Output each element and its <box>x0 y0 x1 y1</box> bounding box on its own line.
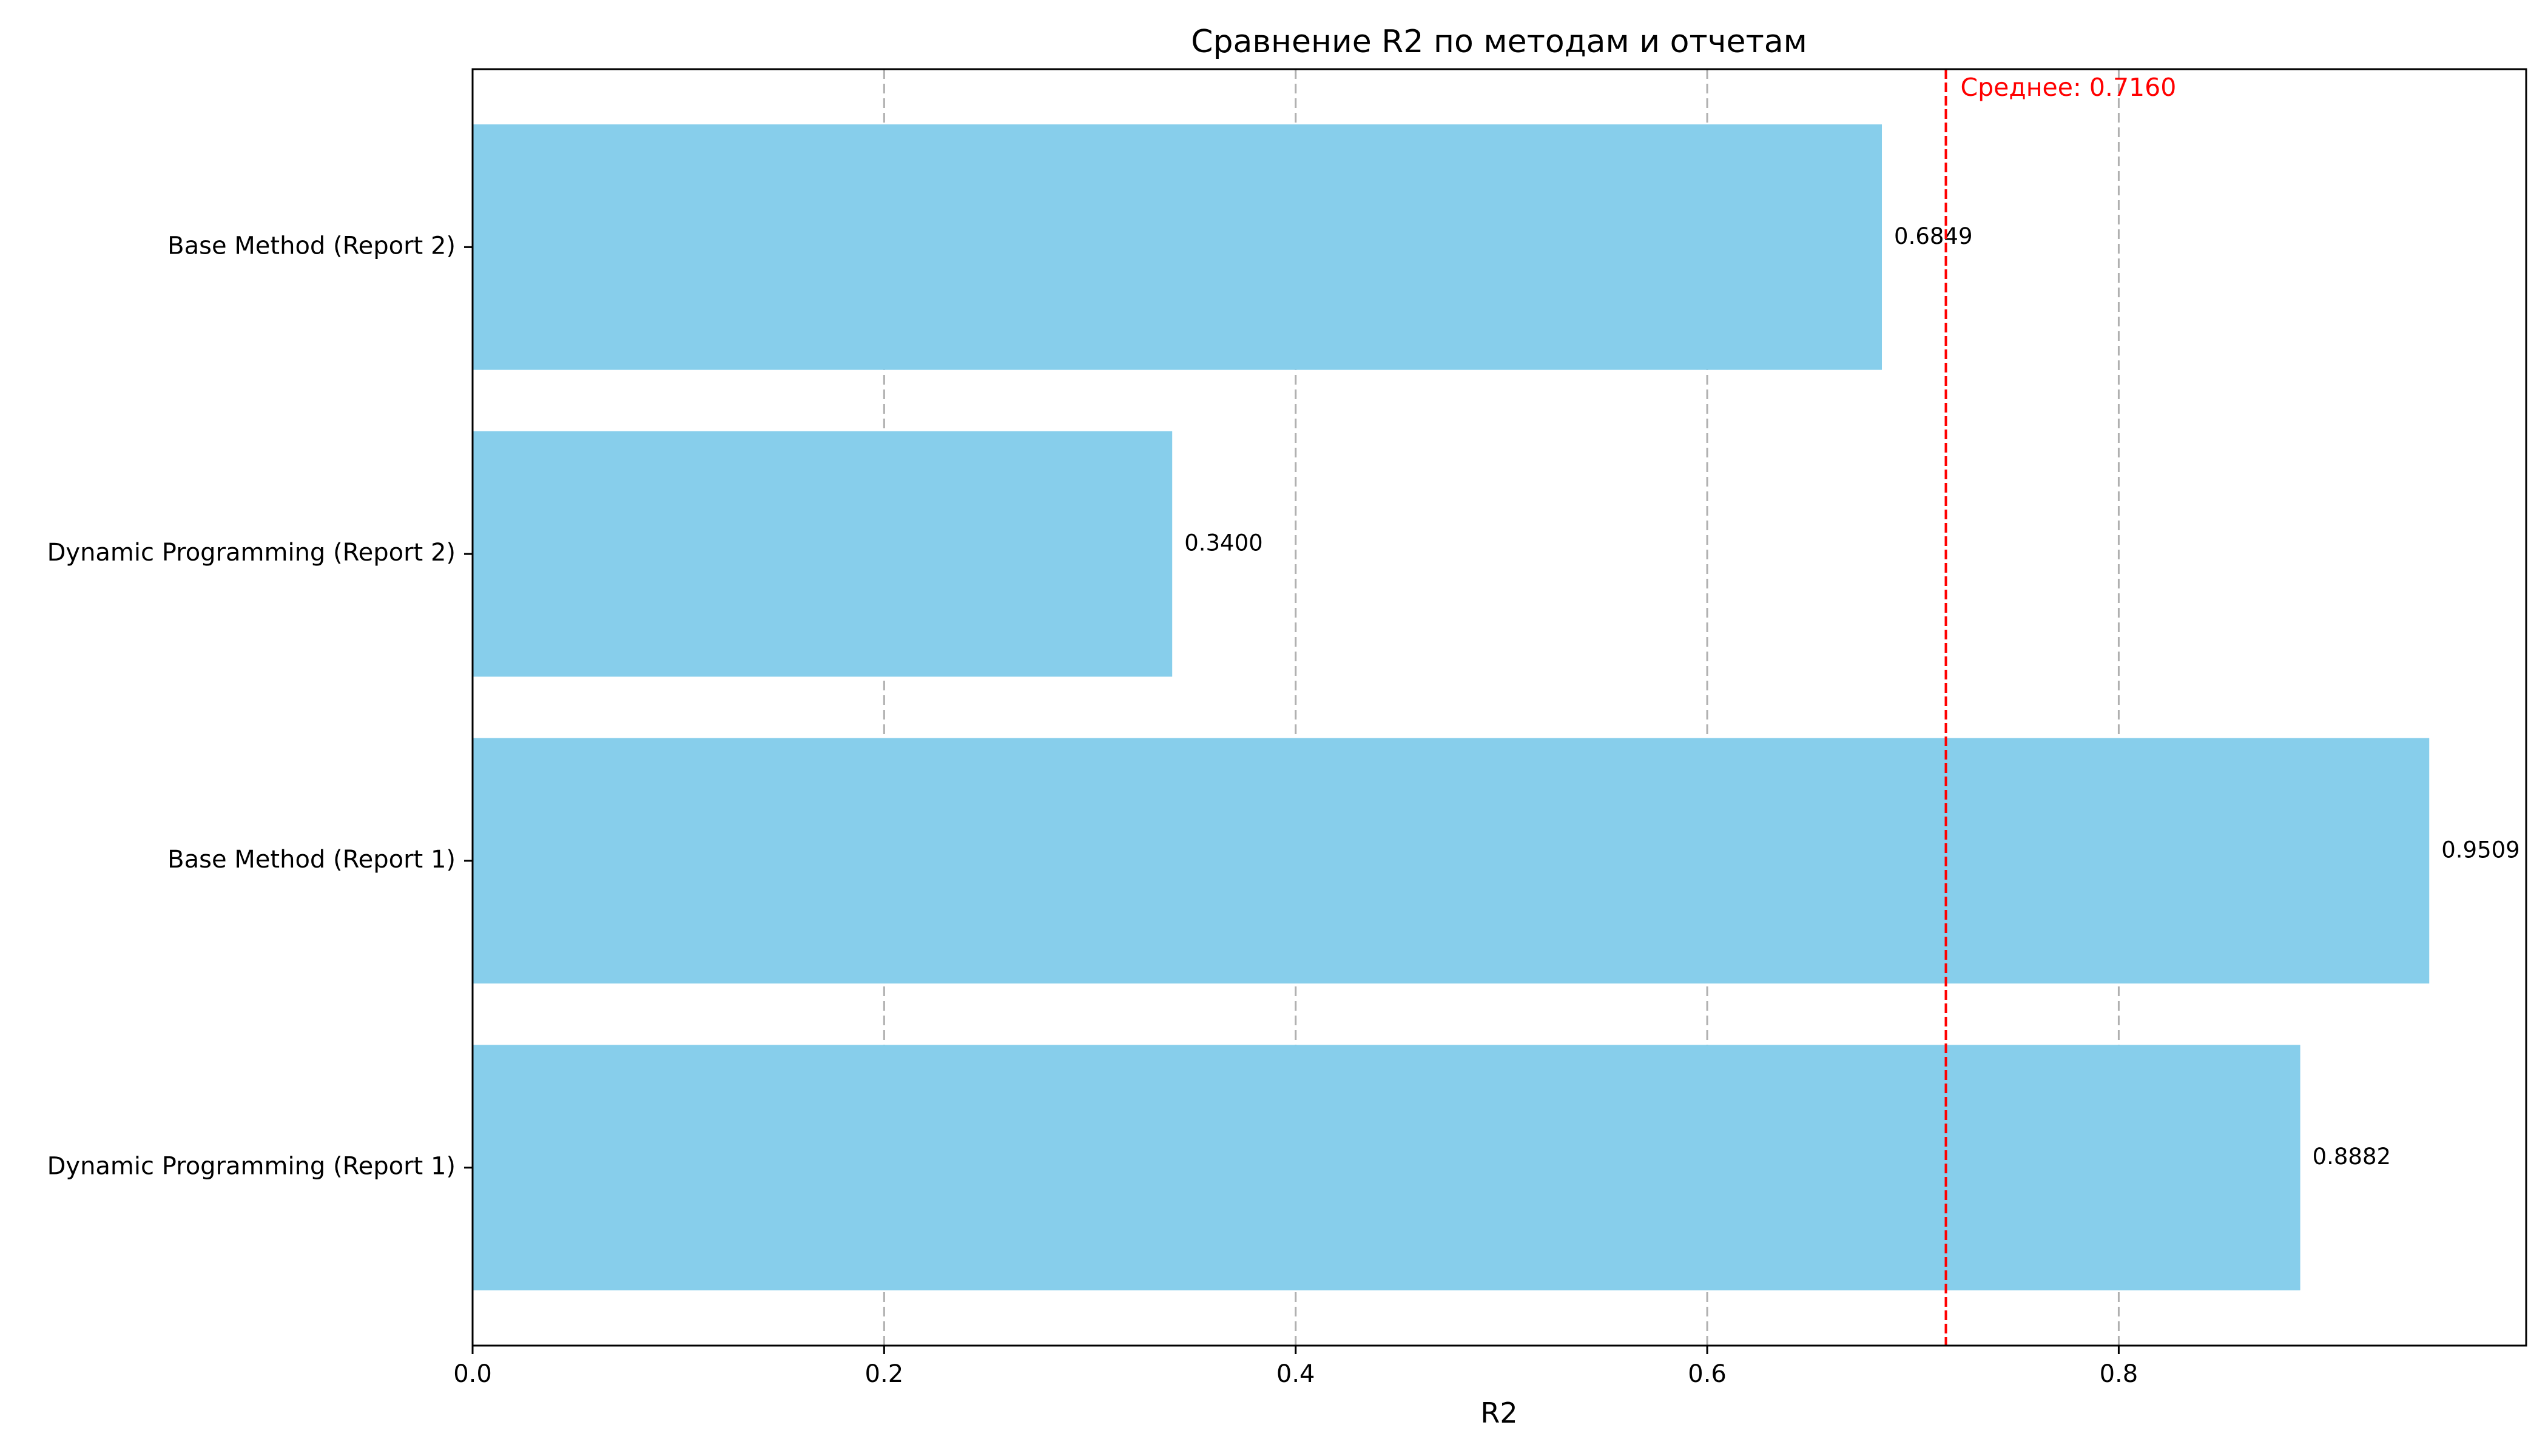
x-axis-label: R2 <box>1480 1397 1517 1429</box>
bar-value-label: 0.9509 <box>2441 837 2519 863</box>
y-tick-label: Dynamic Programming (Report 1) <box>47 1153 456 1181</box>
plot-frame <box>471 68 2527 1347</box>
mean-label: Среднее: 0.7160 <box>1961 73 2177 102</box>
bar-value-label: 0.6849 <box>1894 223 1972 249</box>
mean-marker: Среднее: 0.7160 <box>1944 69 2177 1346</box>
chart-title: Сравнение R2 по методам и отчетам <box>1191 24 1807 60</box>
bar <box>473 738 2430 984</box>
bar <box>473 1045 2300 1290</box>
x-tick-label: 0.8 <box>2100 1360 2138 1388</box>
bar <box>473 124 1882 370</box>
bars <box>473 124 2430 1290</box>
x-tick-label: 0.0 <box>453 1360 492 1388</box>
y-tick-label: Dynamic Programming (Report 2) <box>47 539 456 567</box>
x-tick-label: 0.6 <box>1688 1360 1727 1388</box>
x-axis-ticks: 0.0 0.2 0.4 0.6 0.8 <box>453 1346 2138 1388</box>
y-tick-label: Base Method (Report 1) <box>167 846 456 874</box>
bar-value-label: 0.8882 <box>2313 1144 2391 1170</box>
y-axis-ticks: Dynamic Programming (Report 1) Base Metho… <box>47 232 473 1181</box>
x-tick-label: 0.2 <box>865 1360 904 1388</box>
bar-value-label: 0.3400 <box>1184 530 1262 556</box>
y-tick-label: Base Method (Report 2) <box>167 232 456 260</box>
bar <box>473 431 1173 677</box>
x-tick-label: 0.4 <box>1276 1360 1315 1388</box>
data-labels: 0.8882 0.9509 0.3400 0.6849 <box>1184 223 2520 1170</box>
